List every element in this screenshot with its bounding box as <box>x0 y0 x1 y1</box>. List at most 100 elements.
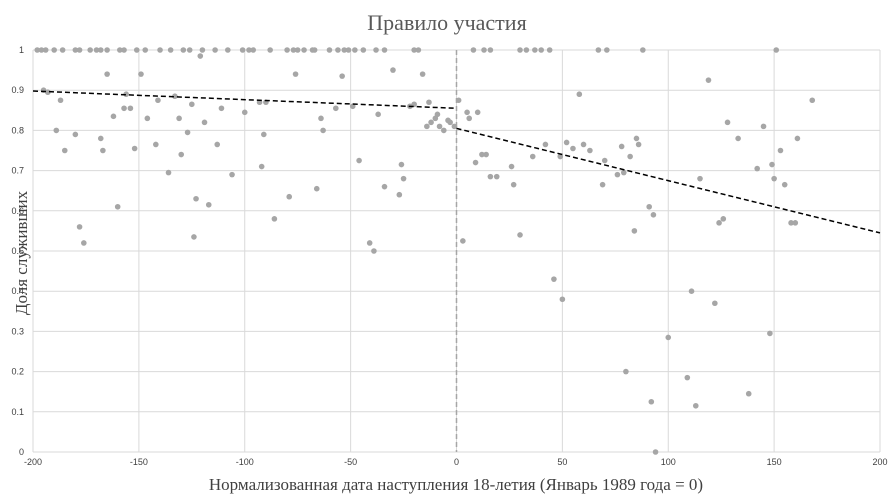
data-point <box>712 300 718 307</box>
data-point <box>688 288 695 295</box>
data-point <box>640 47 646 53</box>
data-points <box>34 47 816 455</box>
data-point <box>614 171 621 178</box>
data-point <box>199 47 206 53</box>
data-point <box>563 139 570 146</box>
data-point <box>345 47 352 53</box>
data-point <box>34 47 41 53</box>
data-point <box>419 71 426 77</box>
data-point <box>72 47 79 53</box>
data-point <box>517 232 523 238</box>
y-tick-label: 1 <box>19 45 24 55</box>
data-point <box>286 193 293 200</box>
x-tick-label: -150 <box>130 457 148 467</box>
data-point <box>172 93 178 100</box>
data-point <box>794 135 801 142</box>
data-point <box>460 238 466 244</box>
data-point <box>481 47 487 53</box>
data-point <box>38 47 45 53</box>
x-tick-label: 50 <box>557 457 567 467</box>
data-point <box>186 47 193 53</box>
data-point <box>493 173 500 180</box>
data-point <box>239 47 246 53</box>
data-point <box>250 47 257 53</box>
data-point <box>601 157 608 164</box>
data-point <box>381 47 388 53</box>
y-tick-label: 0.8 <box>11 125 24 135</box>
data-point <box>538 47 544 53</box>
data-point <box>218 105 225 112</box>
x-axis-title: Нормализованная дата наступления 18-лети… <box>209 475 703 494</box>
data-point <box>349 103 356 110</box>
data-point <box>93 47 100 53</box>
data-point <box>59 47 66 53</box>
data-point <box>648 398 655 405</box>
data-point <box>633 135 640 142</box>
data-point <box>197 53 204 59</box>
data-point <box>371 248 377 254</box>
x-tick-label: 150 <box>767 457 782 467</box>
data-point <box>127 105 134 112</box>
data-point <box>284 47 290 53</box>
data-point <box>716 220 722 226</box>
data-point <box>426 99 432 106</box>
data-point <box>523 47 530 53</box>
data-point <box>97 135 104 142</box>
data-point <box>212 47 218 53</box>
data-point <box>318 115 324 122</box>
data-point <box>184 129 191 136</box>
y-tick-label: 0.7 <box>11 166 24 176</box>
data-point <box>53 127 60 134</box>
data-point <box>100 147 106 154</box>
data-point <box>121 105 127 112</box>
data-point <box>595 47 602 53</box>
data-point <box>333 105 339 112</box>
data-point <box>557 153 564 160</box>
data-point <box>290 47 297 53</box>
data-point <box>470 47 477 53</box>
y-tick-label: 0.5 <box>11 246 24 256</box>
data-point <box>781 181 788 188</box>
data-point <box>201 119 208 126</box>
data-point <box>483 151 489 158</box>
data-point <box>131 145 138 152</box>
data-point <box>339 73 345 79</box>
data-point <box>792 220 799 226</box>
data-point <box>267 47 273 53</box>
data-point <box>133 47 140 53</box>
data-point <box>72 131 79 138</box>
data-point <box>599 181 606 188</box>
data-point <box>51 47 57 53</box>
data-point <box>684 374 691 381</box>
x-tick-label: -200 <box>24 457 42 467</box>
data-point <box>87 47 93 53</box>
data-point <box>225 47 231 53</box>
data-point <box>311 47 318 53</box>
data-point <box>123 91 129 98</box>
data-point <box>335 47 341 53</box>
data-point <box>472 159 479 166</box>
y-tick-label: 0.9 <box>11 85 24 95</box>
data-point <box>138 71 144 77</box>
data-point <box>167 47 174 53</box>
y-tick-label: 0.4 <box>11 286 24 296</box>
data-point <box>292 71 299 77</box>
data-point <box>754 165 760 172</box>
data-point <box>57 97 64 104</box>
data-point <box>76 224 83 230</box>
data-point <box>341 47 348 53</box>
data-point <box>189 101 195 108</box>
data-point <box>508 163 515 170</box>
data-point <box>294 47 301 53</box>
y-tick-label: 0.1 <box>11 407 24 417</box>
data-point <box>532 47 538 53</box>
data-point <box>400 175 407 182</box>
data-point <box>447 119 453 126</box>
data-point <box>760 123 767 130</box>
data-point <box>551 276 557 282</box>
data-point <box>652 449 659 455</box>
data-point <box>474 109 481 116</box>
data-point <box>455 97 462 104</box>
x-tick-label: -50 <box>344 457 357 467</box>
